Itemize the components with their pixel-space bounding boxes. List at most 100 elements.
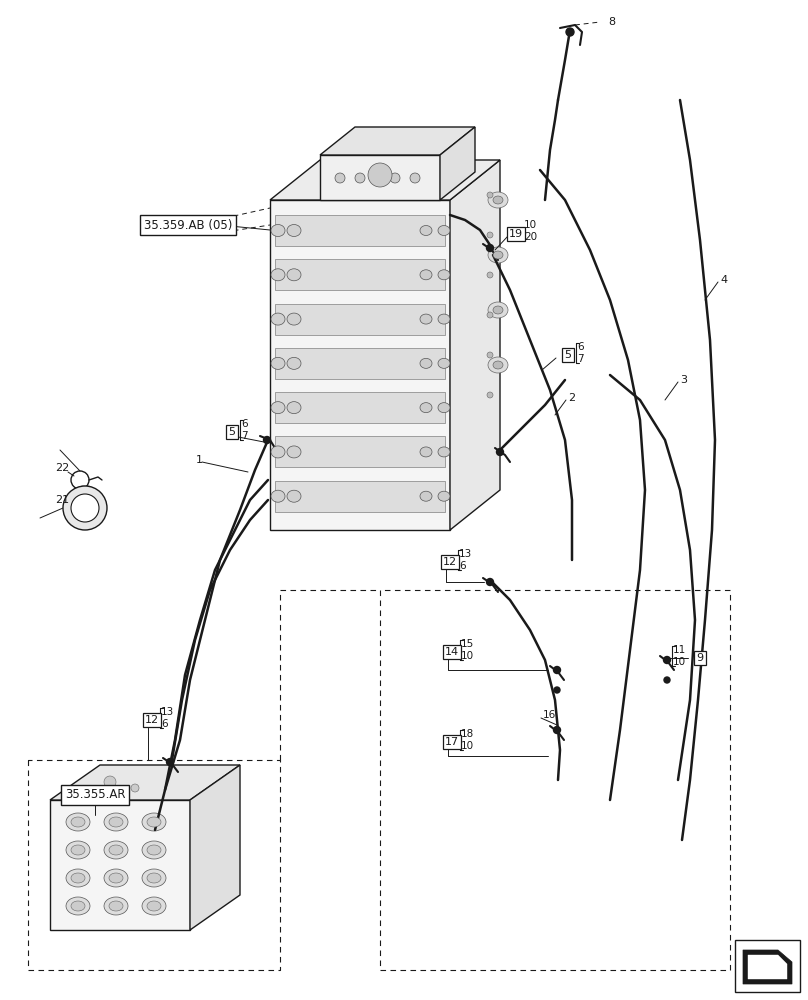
Text: 10: 10 — [461, 741, 474, 751]
Circle shape — [355, 173, 365, 183]
Ellipse shape — [420, 270, 432, 280]
Ellipse shape — [287, 357, 301, 369]
Ellipse shape — [438, 314, 450, 324]
Ellipse shape — [142, 813, 166, 831]
Circle shape — [487, 312, 493, 318]
Text: 35.359.AB (05): 35.359.AB (05) — [144, 219, 232, 232]
Polygon shape — [270, 200, 450, 530]
Ellipse shape — [438, 447, 450, 457]
Text: 13: 13 — [459, 549, 472, 559]
Ellipse shape — [271, 269, 285, 281]
Ellipse shape — [109, 873, 123, 883]
Ellipse shape — [147, 873, 161, 883]
Circle shape — [390, 173, 400, 183]
Ellipse shape — [287, 402, 301, 414]
Circle shape — [554, 687, 560, 693]
Text: 14: 14 — [445, 647, 459, 657]
Circle shape — [487, 392, 493, 398]
Ellipse shape — [271, 313, 285, 325]
Text: 4: 4 — [720, 275, 727, 285]
Circle shape — [63, 486, 107, 530]
Text: 22: 22 — [55, 463, 69, 473]
Ellipse shape — [420, 491, 432, 501]
Text: 12: 12 — [443, 557, 457, 567]
Text: 9: 9 — [696, 653, 704, 663]
Polygon shape — [743, 950, 792, 984]
Ellipse shape — [142, 841, 166, 859]
Ellipse shape — [488, 192, 508, 208]
Bar — [735, 940, 800, 992]
Polygon shape — [50, 765, 240, 800]
Ellipse shape — [420, 403, 432, 413]
Ellipse shape — [493, 251, 503, 259]
Circle shape — [487, 192, 493, 198]
Ellipse shape — [438, 226, 450, 235]
Ellipse shape — [287, 225, 301, 236]
Ellipse shape — [142, 869, 166, 887]
Ellipse shape — [66, 813, 90, 831]
Polygon shape — [450, 160, 500, 530]
Polygon shape — [275, 259, 445, 290]
Ellipse shape — [488, 247, 508, 263]
Polygon shape — [275, 215, 445, 246]
Ellipse shape — [420, 447, 432, 457]
Ellipse shape — [287, 269, 301, 281]
Ellipse shape — [147, 845, 161, 855]
Text: 10: 10 — [673, 657, 686, 667]
Circle shape — [663, 656, 671, 664]
Ellipse shape — [71, 817, 85, 827]
Polygon shape — [275, 348, 445, 379]
Polygon shape — [50, 800, 190, 930]
Text: 6: 6 — [241, 419, 247, 429]
Text: 5: 5 — [229, 427, 235, 437]
Ellipse shape — [71, 845, 85, 855]
Ellipse shape — [420, 226, 432, 235]
Text: 17: 17 — [445, 737, 459, 747]
Ellipse shape — [493, 196, 503, 204]
Text: 20: 20 — [524, 232, 537, 242]
Ellipse shape — [493, 361, 503, 369]
Ellipse shape — [104, 869, 128, 887]
Text: 3: 3 — [680, 375, 687, 385]
Text: 6: 6 — [577, 342, 583, 352]
Ellipse shape — [271, 446, 285, 458]
Circle shape — [566, 28, 574, 36]
Text: 5: 5 — [565, 350, 571, 360]
Circle shape — [553, 666, 561, 674]
Ellipse shape — [66, 869, 90, 887]
Polygon shape — [275, 481, 445, 512]
Ellipse shape — [271, 225, 285, 236]
Circle shape — [166, 758, 174, 766]
Text: 35.355.AR: 35.355.AR — [65, 788, 125, 802]
Text: 6: 6 — [459, 561, 465, 571]
Ellipse shape — [287, 446, 301, 458]
Circle shape — [263, 436, 271, 444]
Polygon shape — [748, 955, 787, 979]
Circle shape — [71, 494, 99, 522]
Circle shape — [335, 173, 345, 183]
Ellipse shape — [271, 490, 285, 502]
Ellipse shape — [271, 357, 285, 369]
Text: 10: 10 — [461, 651, 474, 661]
Ellipse shape — [71, 901, 85, 911]
Ellipse shape — [493, 306, 503, 314]
Circle shape — [131, 784, 139, 792]
Ellipse shape — [104, 841, 128, 859]
Ellipse shape — [438, 270, 450, 280]
Ellipse shape — [420, 358, 432, 368]
Circle shape — [486, 578, 494, 585]
Text: 13: 13 — [161, 707, 175, 717]
Ellipse shape — [488, 357, 508, 373]
Polygon shape — [275, 392, 445, 423]
Polygon shape — [270, 160, 500, 200]
Polygon shape — [275, 304, 445, 335]
Ellipse shape — [147, 901, 161, 911]
Circle shape — [664, 677, 670, 683]
Text: 2: 2 — [568, 393, 575, 403]
Ellipse shape — [71, 873, 85, 883]
Circle shape — [496, 448, 503, 456]
Circle shape — [487, 352, 493, 358]
Text: 11: 11 — [673, 645, 686, 655]
Text: 12: 12 — [145, 715, 159, 725]
Ellipse shape — [66, 897, 90, 915]
